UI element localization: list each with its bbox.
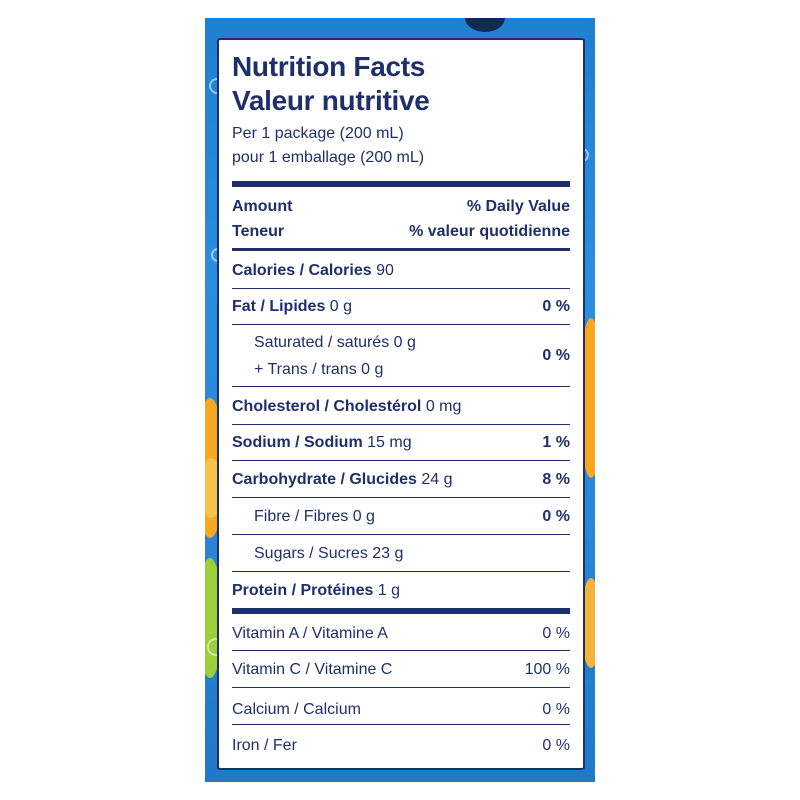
fat-amount: 0 g	[329, 298, 353, 315]
fibre-dv: 0 %	[542, 508, 570, 525]
sugars-label: Sugars / Sucres	[254, 545, 368, 562]
sugars-amount: 23 g	[372, 545, 404, 562]
divider-thin	[232, 288, 570, 289]
carbohydrate-amount: 24 g	[421, 471, 453, 488]
divider-thin	[232, 324, 570, 325]
valeur-quotidienne-header: % valeur quotidienne	[409, 223, 570, 240]
title-english: Nutrition Facts	[232, 51, 426, 82]
vitamin-c-dv: 100 %	[524, 661, 570, 678]
fat-label: Fat / Lipides	[232, 298, 326, 315]
calories-value: 90	[376, 262, 394, 279]
divider-thin	[232, 497, 570, 498]
amount-header: Amount	[232, 198, 293, 215]
sodium-dv: 1 %	[542, 434, 570, 451]
fibre-amount: 0 g	[352, 508, 375, 525]
package-top-decoration	[465, 18, 505, 32]
protein-amount: 1 g	[377, 582, 401, 599]
fat-dv: 0 %	[542, 298, 570, 315]
calories-label: Calories / Calories	[232, 262, 372, 279]
divider-thin	[232, 534, 570, 535]
divider-thick	[232, 608, 570, 614]
divider-medium	[232, 248, 570, 251]
divider-thin	[232, 386, 570, 387]
sodium-label: Sodium / Sodium	[232, 434, 363, 451]
cholesterol-amount: 0 mg	[425, 398, 462, 415]
divider-thin	[232, 424, 570, 425]
vitamin-a-dv: 0 %	[542, 625, 570, 642]
trans-label: + Trans / trans	[254, 361, 357, 378]
vitamin-c-label: Vitamin C / Vitamine C	[232, 661, 393, 678]
cholesterol-label: Cholesterol / Cholestérol	[232, 398, 422, 415]
divider-thin	[232, 724, 570, 725]
serving-size-english: Per 1 package (200 mL)	[232, 125, 404, 142]
carbohydrate-label: Carbohydrate / Glucides	[232, 471, 417, 488]
divider-thin	[232, 571, 570, 572]
carbohydrate-dv: 8 %	[542, 471, 570, 488]
divider-thick	[232, 181, 570, 187]
daily-value-header: % Daily Value	[466, 198, 570, 215]
vitamin-a-label: Vitamin A / Vitamine A	[232, 625, 388, 642]
title-french: Valeur nutritive	[232, 85, 430, 116]
fibre-label: Fibre / Fibres	[254, 508, 349, 525]
sat-trans-dv: 0 %	[542, 347, 570, 364]
sodium-amount: 15 mg	[367, 434, 412, 451]
calcium-label: Calcium / Calcium	[232, 701, 361, 718]
calcium-dv: 0 %	[542, 701, 570, 718]
trans-amount: 0 g	[361, 361, 384, 378]
serving-size-french: pour 1 emballage (200 mL)	[232, 149, 425, 166]
divider-thin	[232, 460, 570, 461]
iron-label: Iron / Fer	[232, 737, 297, 754]
divider-thin	[232, 687, 570, 688]
saturated-label: Saturated / saturés	[254, 334, 390, 351]
teneur-header: Teneur	[232, 223, 285, 240]
nutrition-facts-label: Nutrition Facts Valeur nutritive Per 1 p…	[217, 38, 585, 770]
iron-dv: 0 %	[542, 737, 570, 754]
divider-thin	[232, 650, 570, 651]
saturated-amount: 0 g	[393, 334, 416, 351]
protein-label: Protein / Protéines	[232, 582, 374, 599]
